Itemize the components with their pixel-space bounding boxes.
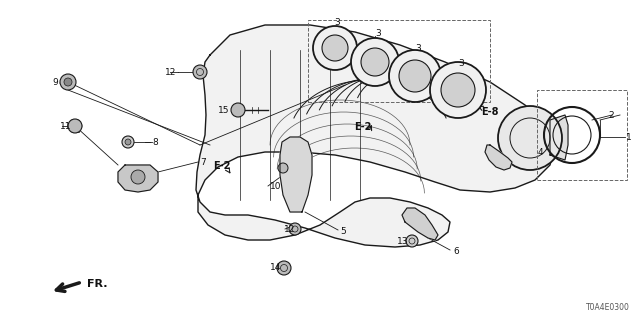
Text: E-2: E-2 xyxy=(213,161,230,171)
Circle shape xyxy=(64,78,72,86)
Text: 12: 12 xyxy=(284,226,296,235)
Text: 3: 3 xyxy=(458,59,464,68)
Polygon shape xyxy=(485,145,512,170)
Bar xyxy=(308,20,490,102)
Circle shape xyxy=(441,73,475,107)
Circle shape xyxy=(498,106,562,170)
Polygon shape xyxy=(402,208,438,240)
Circle shape xyxy=(389,50,441,102)
Text: 1: 1 xyxy=(627,132,632,141)
Text: 11: 11 xyxy=(60,122,72,131)
Text: 13: 13 xyxy=(397,236,408,245)
Text: FR.: FR. xyxy=(87,279,108,289)
Circle shape xyxy=(131,170,145,184)
Text: 5: 5 xyxy=(340,228,346,236)
Circle shape xyxy=(68,119,82,133)
Text: 12: 12 xyxy=(165,68,177,76)
Polygon shape xyxy=(118,165,158,192)
Text: 10: 10 xyxy=(270,181,282,190)
Circle shape xyxy=(399,60,431,92)
Circle shape xyxy=(313,26,357,70)
Text: 8: 8 xyxy=(152,138,157,147)
Circle shape xyxy=(430,62,486,118)
Text: 14: 14 xyxy=(270,263,282,273)
Text: E-8: E-8 xyxy=(481,107,499,117)
Text: 3: 3 xyxy=(415,44,421,52)
Circle shape xyxy=(122,136,134,148)
Text: 2: 2 xyxy=(609,110,614,119)
Circle shape xyxy=(361,48,389,76)
Circle shape xyxy=(289,223,301,235)
Text: 7: 7 xyxy=(200,157,205,166)
Polygon shape xyxy=(550,115,568,160)
Text: 3: 3 xyxy=(334,18,340,27)
Text: E-2: E-2 xyxy=(355,122,372,132)
Polygon shape xyxy=(280,137,312,212)
Polygon shape xyxy=(196,25,555,247)
Circle shape xyxy=(406,235,418,247)
Text: 4: 4 xyxy=(538,148,543,156)
Text: 6: 6 xyxy=(453,247,459,257)
Text: 15: 15 xyxy=(218,106,230,115)
Circle shape xyxy=(322,35,348,61)
Circle shape xyxy=(277,261,291,275)
Circle shape xyxy=(351,38,399,86)
Circle shape xyxy=(60,74,76,90)
Circle shape xyxy=(278,163,288,173)
Text: 9: 9 xyxy=(52,77,58,86)
Circle shape xyxy=(231,103,245,117)
Circle shape xyxy=(193,65,207,79)
Text: 3: 3 xyxy=(375,28,381,37)
Bar xyxy=(537,90,627,180)
Text: T0A4E0300: T0A4E0300 xyxy=(586,303,630,313)
Circle shape xyxy=(125,139,131,145)
